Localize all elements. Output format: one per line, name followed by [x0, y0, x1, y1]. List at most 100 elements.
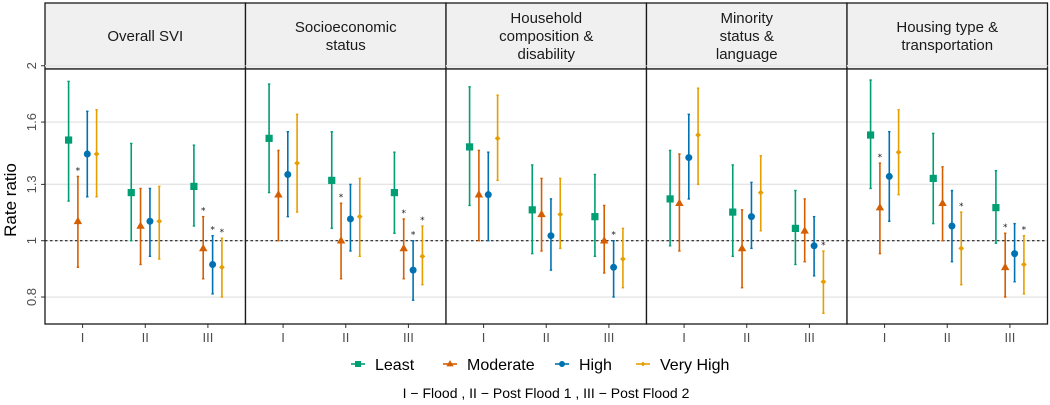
point-estimate — [419, 253, 426, 260]
point-estimate — [729, 208, 737, 216]
significance-star: * — [959, 202, 964, 212]
point-range — [757, 155, 764, 232]
significance-star: * — [821, 241, 826, 251]
x-tick-label: I — [482, 330, 486, 345]
legend-item: Least — [351, 357, 415, 374]
x-tick-label: III — [403, 330, 414, 345]
significance-star: * — [1003, 223, 1008, 233]
point-range — [1011, 222, 1019, 283]
point-range — [274, 149, 283, 242]
point-range — [284, 131, 292, 218]
point-range — [190, 144, 198, 227]
point-estimate — [146, 217, 154, 225]
point-estimate — [346, 215, 354, 223]
point-range: * — [610, 231, 618, 298]
point-range — [474, 149, 484, 242]
point-estimate — [73, 216, 83, 225]
panel-background — [45, 69, 246, 324]
point-range — [992, 169, 1000, 244]
point-estimate — [885, 172, 893, 180]
point-estimate — [494, 135, 501, 142]
point-range — [146, 187, 154, 258]
legend-item: High — [555, 357, 612, 374]
x-tick-label: I — [883, 330, 887, 345]
significance-star: * — [339, 193, 344, 203]
point-estimate — [1011, 250, 1019, 258]
facet-strip-title: status & — [720, 28, 774, 45]
facet-strip — [846, 2, 1049, 70]
significance-star: * — [76, 166, 81, 176]
point-range — [866, 79, 875, 190]
point-estimate — [620, 256, 626, 262]
point-estimate — [938, 198, 947, 207]
point-range — [791, 189, 800, 266]
point-estimate — [409, 266, 417, 274]
facet-strip-title: Socioeconomic — [295, 19, 397, 36]
point-estimate — [528, 206, 536, 214]
point-range — [895, 109, 902, 196]
facet-strip — [244, 2, 447, 70]
y-tick-label: 0.8 — [24, 288, 39, 306]
point-estimate — [136, 221, 145, 229]
point-estimate — [294, 160, 300, 166]
point-range: * — [958, 202, 965, 286]
y-tick-label: 1 — [24, 237, 39, 244]
point-range — [136, 187, 145, 266]
y-tick-label: 2 — [24, 62, 39, 69]
point-estimate — [895, 149, 902, 156]
caption: I − Flood , II − Post Flood 1 , III − Po… — [403, 385, 690, 401]
point-range: * — [336, 193, 346, 280]
legend-item: Moderate — [443, 357, 535, 374]
point-range — [591, 173, 599, 258]
point-range — [346, 183, 354, 252]
facet-strip-title: transportation — [901, 37, 993, 54]
legend-label: Moderate — [467, 357, 535, 374]
x-tick-label: I — [682, 330, 686, 345]
panel-background — [847, 69, 1048, 324]
point-estimate — [93, 151, 100, 157]
point-estimate — [695, 132, 701, 138]
y-tick-label: 1.3 — [24, 175, 39, 193]
point-range — [929, 132, 937, 225]
point-estimate — [356, 213, 363, 220]
facet-strip — [645, 2, 848, 70]
point-range — [810, 215, 818, 277]
point-estimate — [810, 242, 818, 250]
panel-background — [646, 69, 847, 324]
point-range — [666, 149, 674, 247]
facet-strip-title: disability — [517, 46, 575, 63]
point-estimate — [537, 209, 546, 218]
point-estimate — [685, 154, 693, 162]
x-tick-label: III — [202, 330, 213, 345]
significance-star: * — [1022, 226, 1027, 236]
point-range — [547, 198, 555, 271]
x-tick-label: I — [281, 330, 285, 345]
point-estimate — [399, 243, 408, 252]
point-estimate — [127, 188, 135, 197]
point-estimate — [219, 264, 225, 271]
point-estimate — [557, 211, 564, 218]
point-estimate — [199, 243, 208, 252]
point-range — [390, 151, 399, 234]
significance-star: * — [411, 231, 416, 241]
point-estimate — [336, 236, 346, 244]
facet-strip-title: Overall SVI — [107, 28, 183, 45]
point-range — [484, 151, 492, 242]
y-axis-label: Rate ratio — [1, 163, 20, 237]
point-range — [528, 164, 536, 255]
point-range — [695, 87, 701, 186]
point-range — [729, 164, 737, 258]
x-tick-label: II — [142, 330, 149, 345]
point-estimate — [547, 232, 555, 240]
point-estimate — [484, 191, 492, 199]
point-estimate — [666, 195, 674, 203]
point-range — [675, 153, 684, 252]
point-range — [537, 177, 546, 252]
point-estimate — [820, 278, 827, 285]
x-tick-label: II — [543, 330, 550, 345]
legend-item: Very High — [636, 357, 729, 374]
point-range — [93, 109, 100, 198]
